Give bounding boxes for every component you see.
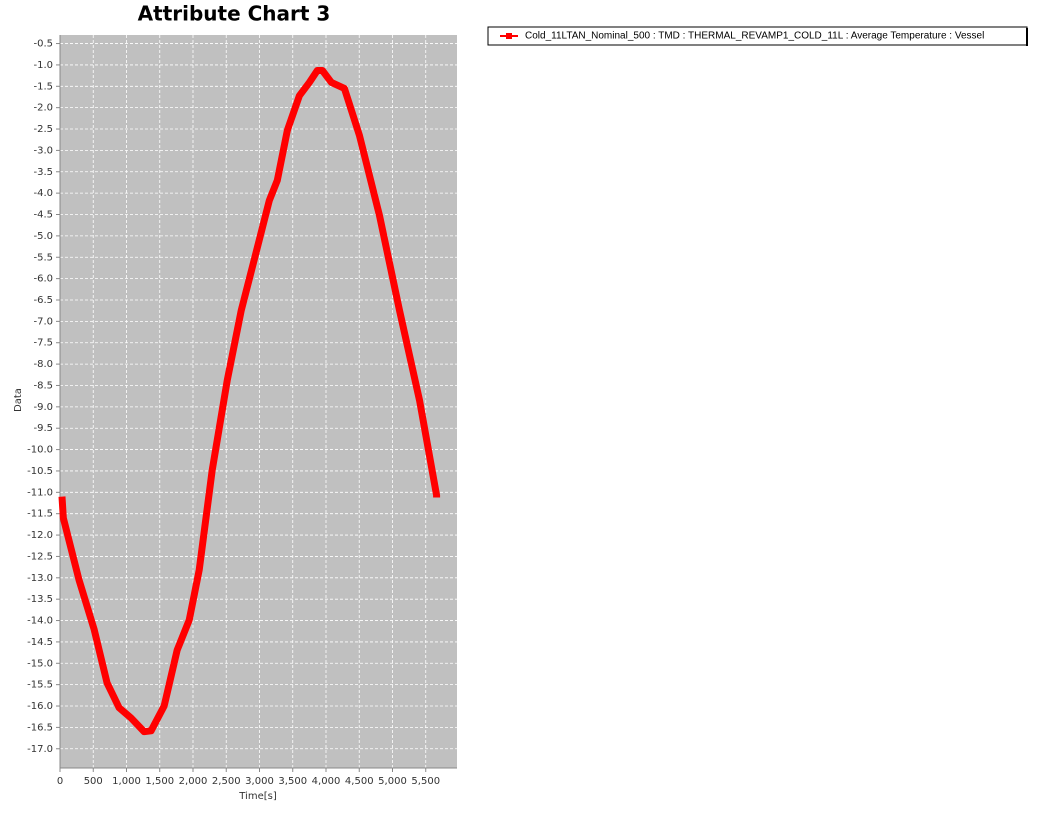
y-tick-label: -5.0 (33, 231, 53, 242)
y-tick-label: -4.5 (33, 210, 53, 221)
y-tick-label: -3.5 (33, 167, 53, 178)
y-tick-label: -11.5 (27, 509, 53, 520)
y-tick-label: -17.0 (27, 744, 53, 755)
x-tick-label: 3,000 (245, 776, 274, 787)
y-tick-label: -16.5 (27, 722, 53, 733)
y-tick-label: -7.5 (33, 338, 53, 349)
y-tick-label: -1.5 (33, 81, 53, 92)
y-tick-label: -5.5 (33, 252, 53, 263)
x-tick-label: 5,000 (378, 776, 407, 787)
y-tick-label: -13.0 (27, 573, 53, 584)
x-tick-label: 2,500 (212, 776, 241, 787)
x-tick-label: 2,000 (179, 776, 208, 787)
legend-marker (506, 33, 512, 39)
y-tick-label: -2.0 (33, 103, 53, 114)
y-tick-label: -15.5 (27, 680, 53, 691)
y-tick-label: -10.5 (27, 466, 53, 477)
x-tick-label: 4,000 (312, 776, 341, 787)
y-tick-label: -14.5 (27, 637, 53, 648)
y-tick-label: -12.0 (27, 530, 53, 541)
x-tick-label: 1,500 (145, 776, 174, 787)
legend-label: Cold_11LTAN_Nominal_500 : TMD : THERMAL_… (525, 31, 984, 42)
y-tick-label: -14.0 (27, 616, 53, 627)
y-tick-label: -13.5 (27, 594, 53, 605)
plot-area (60, 35, 457, 768)
x-tick-label: 3,500 (278, 776, 307, 787)
y-tick-label: -0.5 (33, 39, 53, 50)
y-tick-label: -8.5 (33, 380, 53, 391)
y-tick-label: -6.5 (33, 295, 53, 306)
y-tick-label: -2.5 (33, 124, 53, 135)
y-tick-label: -6.0 (33, 274, 53, 285)
y-tick-label: -8.0 (33, 359, 53, 370)
y-tick-label: -4.0 (33, 188, 53, 199)
y-tick-label: -12.5 (27, 551, 53, 562)
y-tick-label: -16.0 (27, 701, 53, 712)
y-tick-label: -9.5 (33, 423, 53, 434)
x-tick-label: 4,500 (345, 776, 374, 787)
y-tick-label: -1.0 (33, 60, 53, 71)
y-axis-label: Data (13, 388, 24, 412)
data-line (58, 66, 441, 736)
y-tick-label: -11.0 (27, 487, 53, 498)
y-tick-label: -9.0 (33, 402, 53, 413)
x-tick-label: 0 (57, 776, 63, 787)
y-tick-label: -7.0 (33, 316, 53, 327)
x-axis-label: Time[s] (238, 791, 277, 802)
x-tick-label: 500 (84, 776, 103, 787)
y-tick-label: -10.0 (27, 445, 53, 456)
x-tick-label: 1,000 (112, 776, 141, 787)
y-tick-label: -3.0 (33, 145, 53, 156)
y-tick-label: -15.0 (27, 658, 53, 669)
x-tick-label: 5,500 (411, 776, 440, 787)
chart-title: Attribute Chart 3 (138, 2, 331, 26)
